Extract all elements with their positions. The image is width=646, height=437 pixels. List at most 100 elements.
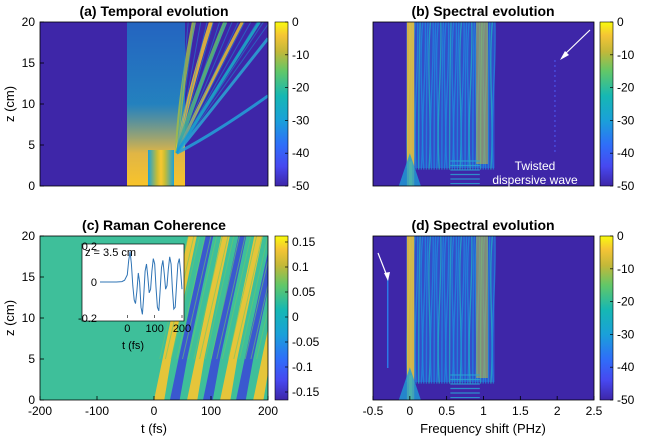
panel-b-colorbar — [599, 21, 614, 187]
panel-c: (c) Raman Coherence z = 3.5 cm 0.20-0.20… — [2, 217, 320, 436]
inset-x-tick-label: 200 — [173, 323, 191, 335]
panel-a-trajectories — [174, 22, 268, 155]
colorbar-tick-label: 0 — [292, 310, 299, 324]
panel-d: (d) Spectral evolution -0.5 0 0.5 1 1.5 2 2.5 … — [363, 217, 635, 436]
coherence-fine-line — [187, 236, 218, 360]
trajectory-fine-line — [176, 22, 208, 154]
colorbar-tick-label: -0.05 — [292, 335, 320, 349]
coherence-fine-line — [204, 236, 235, 360]
trajectory-fine-line — [176, 22, 239, 154]
coherence-fine-line — [176, 236, 206, 360]
spectral-strand — [420, 236, 424, 384]
panel-b-spectrum — [398, 22, 556, 186]
panel-c-inset: z = 3.5 cm 0.2 0 -0.2 0 100 200 t (fs) — [78, 241, 191, 352]
colorbar-tick-label: 0 — [617, 229, 624, 243]
panel-d-colorbar — [599, 235, 614, 401]
colorbar-tick-label: -30 — [292, 113, 310, 127]
spectral-strand — [451, 236, 455, 384]
trajectory-fine-line — [176, 22, 221, 154]
panel-a: (a) Temporal evolution 0 5 10 15 20 z (cm) 0… — [2, 3, 310, 193]
coherence-fine-line — [193, 236, 223, 360]
coherence-stripe-positive — [187, 236, 230, 400]
panel-c-ylabel: z (cm) — [2, 300, 17, 336]
trajectory-fine-line — [176, 22, 227, 154]
spectral-strand — [435, 22, 439, 170]
spectral-strand — [443, 236, 447, 384]
colorbar-tick-label: 0.05 — [292, 285, 316, 299]
panel-b-frame — [372, 21, 595, 187]
y-tick-label: 5 — [28, 352, 35, 366]
panel-d-xlabel: Frequency shift (PHz) — [420, 421, 546, 436]
panel-c-stripes — [154, 236, 268, 400]
spectral-strand — [460, 236, 465, 384]
raman-edge — [476, 22, 488, 164]
panel-c-inset-xlabel: t (fs) — [122, 340, 144, 352]
colorbar-tick-label: -0.1 — [292, 360, 313, 374]
x-tick-label: 2 — [554, 404, 561, 418]
y-tick-label: 0 — [28, 393, 35, 407]
colorbar-tick-label: -20 — [617, 81, 635, 95]
coherence-fine-line — [227, 236, 258, 360]
colorbar-tick-label: -30 — [617, 327, 635, 341]
trajectory-fine-line — [176, 22, 246, 154]
spectral-strand — [429, 236, 434, 384]
spectral-strand — [466, 22, 470, 170]
panel-c-colorbar-ticks: 0.15 0.1 0.05 0 -0.05 -0.1 -0.15 — [285, 235, 320, 399]
spectral-strand — [459, 22, 463, 170]
colorbar-tick-label: -50 — [617, 179, 635, 193]
panel-c-colorbar — [274, 235, 289, 401]
panel-b-arrow — [562, 29, 591, 57]
colorbar-tick-label: -10 — [292, 48, 310, 62]
colorbar-tick-label: -40 — [617, 360, 635, 374]
coherence-fine-line — [216, 236, 246, 360]
panel-b-colorbar-ticks: 0 -10 -20 -30 -40 -50 — [610, 15, 635, 193]
panel-c-xticks: -200 -100 0 100 200 — [28, 396, 278, 418]
panel-d-title: (d) Spectral evolution — [411, 217, 554, 233]
spectral-strand — [414, 236, 419, 384]
panel-c-title: (c) Raman Coherence — [82, 217, 226, 233]
colorbar-tick-label: -50 — [292, 179, 310, 193]
colorbar-tick-label: 0 — [292, 15, 299, 29]
pump-line — [406, 236, 415, 400]
trajectory-fine-line — [176, 22, 252, 154]
x-tick-label: 1 — [480, 404, 487, 418]
colorbar-tick-label: -0.15 — [292, 385, 320, 399]
coherence-fine-line — [170, 236, 201, 360]
panel-a-colorbar — [274, 21, 289, 187]
trajectory-line — [175, 37, 268, 155]
spectral-strand — [448, 22, 452, 170]
panel-a-title: (a) Temporal evolution — [79, 3, 228, 19]
spectral-strand — [433, 22, 437, 170]
coherence-stripe-negative — [236, 251, 268, 400]
colorbar-tick-label: -10 — [617, 48, 635, 62]
spectral-strand — [472, 22, 475, 170]
spectral-strand — [491, 236, 496, 384]
spectral-strand — [468, 236, 473, 384]
spectral-strand — [456, 22, 460, 170]
y-tick-label: 15 — [22, 270, 36, 284]
coherence-fine-line — [199, 236, 229, 360]
coherence-stripe-positive — [253, 328, 268, 400]
spectral-strand — [464, 22, 468, 170]
spectral-strand — [414, 22, 419, 170]
panel-d-spectrum — [386, 236, 496, 400]
spectral-strand — [452, 22, 458, 170]
spectral-strand — [428, 22, 432, 170]
colorbar-tick-label: -30 — [617, 113, 635, 127]
panel-b-title: (b) Spectral evolution — [411, 3, 554, 19]
spectral-strand — [491, 22, 496, 170]
y-tick-label: 15 — [22, 56, 36, 70]
panel-b-annotation-line2: dispersive wave — [492, 173, 578, 187]
panel-a-pulse-core — [148, 150, 174, 186]
panel-a-colorbar-ticks: 0 -10 -20 -30 -40 -50 — [285, 15, 310, 193]
trajectory-fine-line — [176, 22, 264, 154]
coherence-fine-line — [221, 236, 252, 360]
panel-a-ylabel: z (cm) — [2, 86, 17, 122]
colorbar-tick-label: -10 — [617, 262, 635, 276]
colorbar-tick-label: 0.1 — [292, 260, 309, 274]
inset-y-tick-label: 0 — [91, 277, 97, 289]
panel-c-inset-curve — [100, 251, 183, 315]
x-tick-label: -200 — [28, 404, 52, 418]
spectral-strand — [468, 22, 473, 170]
y-tick-label: 0 — [28, 179, 35, 193]
